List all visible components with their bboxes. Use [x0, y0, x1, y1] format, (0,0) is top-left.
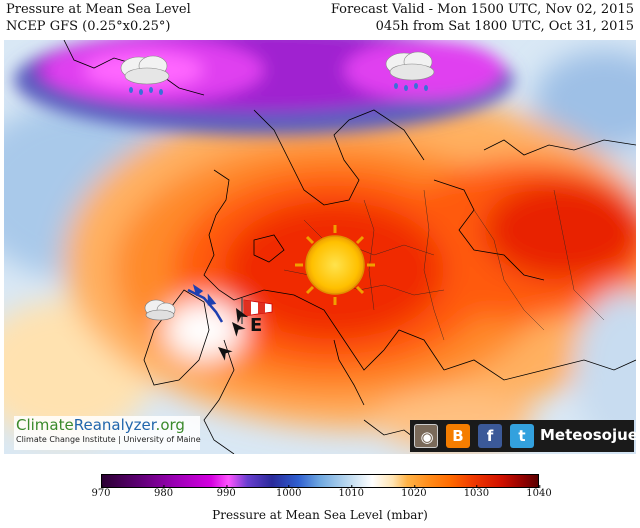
- logo-org-text: .org: [155, 416, 185, 434]
- colorbar-tick-label: 990: [216, 485, 236, 499]
- colorbar-label: Pressure at Mean Sea Level (mbar): [212, 508, 428, 522]
- logo-climate-text: Climate: [16, 416, 74, 434]
- instagram-icon[interactable]: ◉: [414, 424, 438, 448]
- model-label: NCEP GFS (0.25°x0.25°): [6, 19, 171, 34]
- colorbar: [101, 474, 539, 488]
- pressure-map: E: [4, 40, 636, 454]
- wind-arrow-icon: [236, 308, 249, 324]
- colorbar-tick-label: 1040: [526, 485, 552, 499]
- forecast-run-label: 045h from Sat 1800 UTC, Oct 31, 2015: [375, 19, 634, 34]
- twitter-icon[interactable]: t: [510, 424, 534, 448]
- logo-reanalyzer-text: Reanalyzer: [73, 416, 156, 434]
- sun-icon: [295, 225, 375, 305]
- wind-arrow-icon: [218, 347, 233, 361]
- map-title: Pressure at Mean Sea Level: [6, 2, 191, 17]
- cold-front-icon: [187, 284, 224, 323]
- blogger-icon[interactable]: B: [446, 424, 470, 448]
- colorbar-tick-label: 980: [154, 485, 174, 499]
- colorbar-tick-label: 1020: [401, 485, 427, 499]
- colorbar-tick-label: 1010: [338, 485, 365, 499]
- high-pressure-label: E: [250, 315, 262, 336]
- colorbar-tick-label: 1000: [275, 485, 302, 499]
- colorbar-ticks: 970 980 990 1000 1010 1020 1030 1040: [91, 485, 552, 508]
- facebook-icon[interactable]: f: [478, 424, 502, 448]
- climate-reanalyzer-logo: ClimateReanalyzer.org Climate Change Ins…: [14, 416, 201, 450]
- meteosojuela-label: Meteosojuela: [540, 426, 640, 444]
- social-bar: ◉ B f t Meteosojuela: [410, 420, 640, 452]
- institute-label: Climate Change Institute | University of…: [16, 435, 201, 444]
- colorbar-tick-label: 970: [91, 485, 111, 499]
- wind-arrow-icon: [232, 322, 246, 337]
- header: Pressure at Mean Sea Level NCEP GFS (0.2…: [0, 0, 640, 40]
- windsock-icon: [241, 298, 273, 324]
- forecast-valid-label: Forecast Valid - Mon 1500 UTC, Nov 02, 2…: [330, 2, 634, 17]
- cloud-icon: [144, 299, 176, 321]
- rain-cloud-icon: [385, 51, 435, 91]
- colorbar-tick-label: 1030: [463, 485, 490, 499]
- rain-cloud-icon: [120, 55, 170, 95]
